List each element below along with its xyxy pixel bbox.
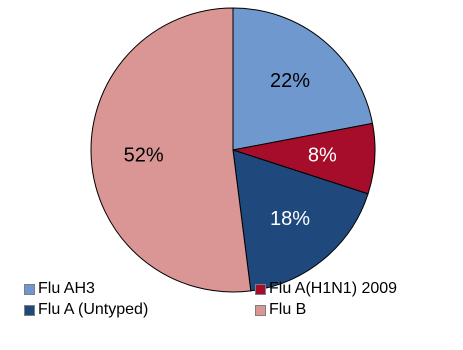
pie-slices bbox=[90, 7, 376, 293]
pie-slice-flu-ah3 bbox=[232, 7, 374, 151]
data-label-flu-a-h1n1-2009: 8% bbox=[308, 145, 337, 167]
pie-slice-flu-b bbox=[90, 7, 252, 293]
pie-data-labels: 22% 8% 18% 52% bbox=[124, 70, 337, 230]
data-label-flu-a-untyped: 18% bbox=[270, 208, 310, 230]
data-label-flu-ah3: 22% bbox=[270, 70, 310, 92]
data-label-flu-b: 52% bbox=[124, 145, 164, 167]
